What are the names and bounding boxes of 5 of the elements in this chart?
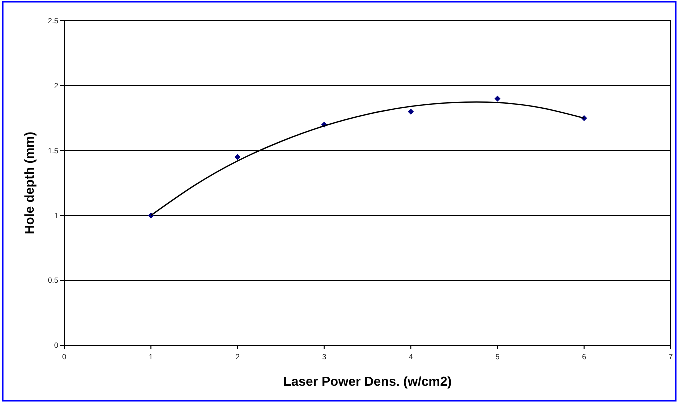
x-axis-title: Laser Power Dens. (w/cm2) (284, 374, 452, 389)
point (408, 108, 414, 115)
point (494, 96, 501, 102)
y-axis-title: Hole depth (mm) (22, 132, 37, 235)
point (234, 154, 241, 160)
